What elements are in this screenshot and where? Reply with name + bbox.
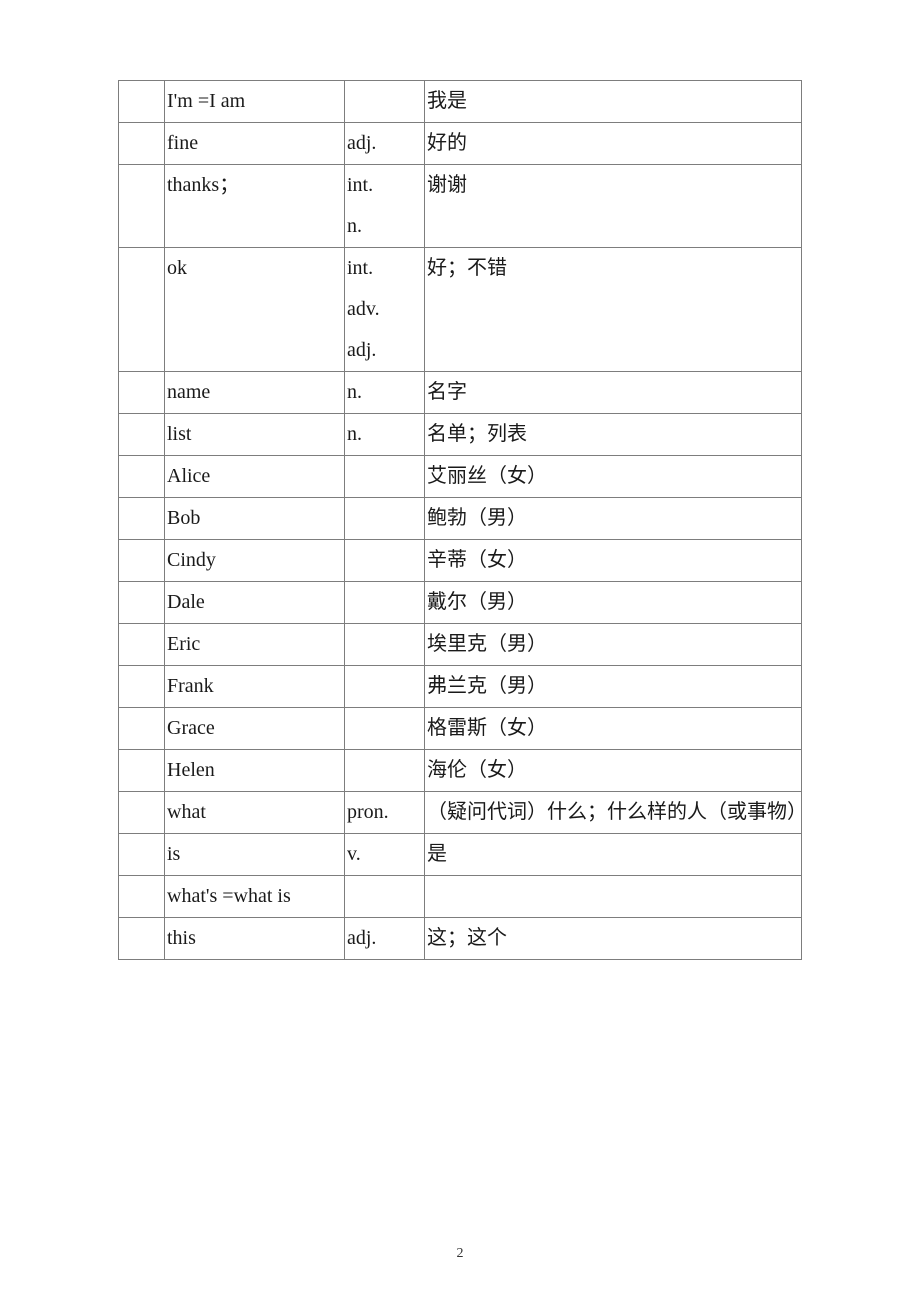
table-row: Frank 弗兰克（男）	[119, 666, 802, 708]
cell-english: I'm =I am	[165, 81, 345, 123]
cell-pos: adj.	[345, 123, 425, 165]
cell-pos: v.	[345, 834, 425, 876]
cell-index	[119, 165, 165, 248]
cell-index	[119, 498, 165, 540]
cell-chinese: 辛蒂（女）	[425, 540, 802, 582]
cell-index	[119, 81, 165, 123]
cell-english: Dale	[165, 582, 345, 624]
cell-chinese: 埃里克（男）	[425, 624, 802, 666]
cell-index	[119, 540, 165, 582]
table-row: namen.名字	[119, 372, 802, 414]
cell-index	[119, 792, 165, 834]
cell-english: name	[165, 372, 345, 414]
table-row: thanks；int.n.谢谢	[119, 165, 802, 248]
cell-english: Alice	[165, 456, 345, 498]
table-row: Eric 埃里克（男）	[119, 624, 802, 666]
cell-index	[119, 666, 165, 708]
table-row: isv.是	[119, 834, 802, 876]
cell-english: list	[165, 414, 345, 456]
document-page: I'm =I am我是fineadj.好的thanks；int.n.谢谢okin…	[0, 0, 920, 1302]
table-row: okint.adv.adj.好；不错	[119, 248, 802, 372]
vocab-tbody: I'm =I am我是fineadj.好的thanks；int.n.谢谢okin…	[119, 81, 802, 960]
table-row: thisadj.这；这个	[119, 918, 802, 960]
cell-english: Grace	[165, 708, 345, 750]
cell-english: fine	[165, 123, 345, 165]
cell-english: what	[165, 792, 345, 834]
cell-english: Eric	[165, 624, 345, 666]
cell-pos	[345, 81, 425, 123]
table-row: Helen 海伦（女）	[119, 750, 802, 792]
table-row: I'm =I am 我是	[119, 81, 802, 123]
cell-chinese: （疑问代词）什么；什么样的人（或事物）	[425, 792, 802, 834]
cell-index	[119, 123, 165, 165]
cell-index	[119, 834, 165, 876]
cell-index	[119, 582, 165, 624]
cell-pos	[345, 582, 425, 624]
cell-chinese: 鲍勃（男）	[425, 498, 802, 540]
cell-chinese: 弗兰克（男）	[425, 666, 802, 708]
cell-chinese: 名单；列表	[425, 414, 802, 456]
table-row: listn.名单；列表	[119, 414, 802, 456]
cell-english: ok	[165, 248, 345, 372]
cell-pos: n.	[345, 414, 425, 456]
cell-pos: int.adv.adj.	[345, 248, 425, 372]
cell-english: Cindy	[165, 540, 345, 582]
cell-chinese	[425, 876, 802, 918]
cell-chinese: 这；这个	[425, 918, 802, 960]
table-row: whatpron.（疑问代词）什么；什么样的人（或事物）	[119, 792, 802, 834]
cell-index	[119, 750, 165, 792]
cell-chinese: 好；不错	[425, 248, 802, 372]
cell-chinese: 戴尔（男）	[425, 582, 802, 624]
cell-pos	[345, 456, 425, 498]
cell-index	[119, 876, 165, 918]
cell-english: is	[165, 834, 345, 876]
cell-english: what's =what is	[165, 876, 345, 918]
table-row: Grace 格雷斯（女）	[119, 708, 802, 750]
cell-index	[119, 708, 165, 750]
cell-pos: n.	[345, 372, 425, 414]
cell-pos	[345, 666, 425, 708]
cell-chinese: 我是	[425, 81, 802, 123]
cell-pos	[345, 708, 425, 750]
table-row: Bob 鲍勃（男）	[119, 498, 802, 540]
cell-chinese: 好的	[425, 123, 802, 165]
cell-index	[119, 456, 165, 498]
cell-english: Helen	[165, 750, 345, 792]
table-row: fineadj.好的	[119, 123, 802, 165]
cell-pos: int.n.	[345, 165, 425, 248]
cell-english: this	[165, 918, 345, 960]
cell-chinese: 海伦（女）	[425, 750, 802, 792]
cell-chinese: 是	[425, 834, 802, 876]
cell-pos	[345, 540, 425, 582]
cell-index	[119, 414, 165, 456]
cell-english: Bob	[165, 498, 345, 540]
cell-index	[119, 918, 165, 960]
cell-english: thanks；	[165, 165, 345, 248]
cell-chinese: 谢谢	[425, 165, 802, 248]
table-row: Alice 艾丽丝（女）	[119, 456, 802, 498]
cell-pos	[345, 750, 425, 792]
cell-pos	[345, 498, 425, 540]
cell-pos: adj.	[345, 918, 425, 960]
cell-index	[119, 248, 165, 372]
cell-pos	[345, 624, 425, 666]
cell-pos: pron.	[345, 792, 425, 834]
vocab-table: I'm =I am我是fineadj.好的thanks；int.n.谢谢okin…	[118, 80, 802, 960]
cell-chinese: 艾丽丝（女）	[425, 456, 802, 498]
cell-index	[119, 624, 165, 666]
cell-chinese: 格雷斯（女）	[425, 708, 802, 750]
table-row: what's =what is	[119, 876, 802, 918]
page-number: 2	[0, 1246, 920, 1262]
cell-chinese: 名字	[425, 372, 802, 414]
cell-index	[119, 372, 165, 414]
table-row: Dale 戴尔（男）	[119, 582, 802, 624]
table-row: Cindy 辛蒂（女）	[119, 540, 802, 582]
cell-pos	[345, 876, 425, 918]
cell-english: Frank	[165, 666, 345, 708]
